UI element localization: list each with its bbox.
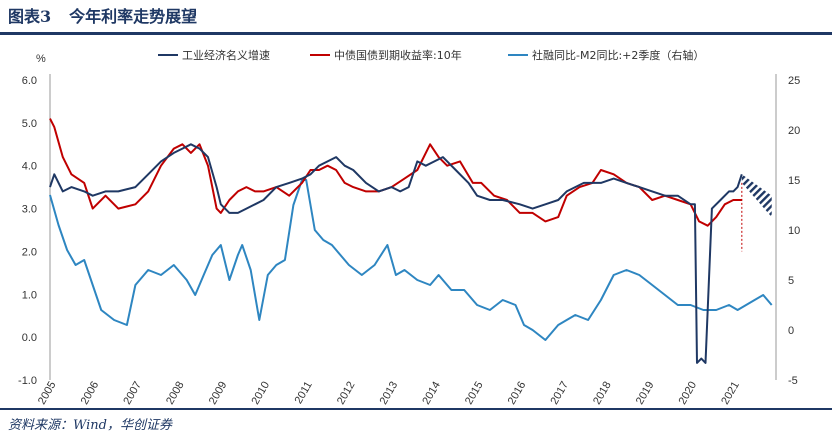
- x-tick-label: 2012: [335, 380, 358, 406]
- y-right-tick-label: 10: [788, 225, 800, 237]
- forecast-band: [741, 174, 772, 218]
- figure-title-text: 今年利率走势展望: [69, 7, 198, 26]
- x-tick-label: 2008: [164, 380, 187, 406]
- source-rule: [0, 408, 832, 410]
- legend-label-1: 工业经济名义增速: [182, 48, 270, 62]
- x-tick-label: 2017: [548, 380, 571, 406]
- y-right-tick-label: -5: [788, 375, 798, 387]
- y-left-tick-label: 5.0: [22, 118, 37, 130]
- x-tick-label: 2018: [591, 380, 614, 406]
- y-right-tick-label: 5: [788, 275, 794, 287]
- x-tick-label: 2020: [677, 380, 700, 406]
- x-tick-label: 2016: [506, 380, 529, 406]
- source-note: 资料来源：Wind，华创证券: [8, 418, 172, 433]
- x-tick-label: 2019: [634, 380, 657, 406]
- y-left-tick-label: 0.0: [22, 332, 37, 344]
- series-line-3: [49, 179, 773, 341]
- y-right-tick-label: 15: [788, 175, 800, 187]
- y-right-tick-label: 25: [788, 75, 800, 87]
- y-right-tick-label: 0: [788, 325, 794, 337]
- x-tick-label: 2005: [36, 380, 59, 406]
- line-chart: % -1.0 0.0 1.0 2.0 3.0 4.0 5.0 6.0 -5 0 5 10 15 20 25 20…: [18, 48, 800, 406]
- title-rule: [0, 32, 832, 35]
- x-tick-label: 2011: [293, 380, 315, 406]
- y-left-tick-label: -1.0: [18, 375, 37, 387]
- y-left-tick-label: 3.0: [22, 204, 37, 216]
- legend-label-2: 中债国债到期收益率:10年: [334, 48, 462, 62]
- x-tick-label: 2014: [420, 380, 443, 406]
- x-tick-label: 2021: [719, 380, 742, 406]
- y-left-unit: %: [36, 53, 46, 65]
- y-left-tick-label: 4.0: [22, 161, 37, 173]
- y-right-tick-label: 20: [788, 125, 800, 137]
- series-line-2: [49, 118, 742, 227]
- series-line-1: [49, 143, 743, 364]
- x-tick-label: 2013: [378, 380, 401, 406]
- figure-title: 图表3 今年利率走势展望: [8, 4, 197, 30]
- figure-number: 图表3: [8, 7, 52, 26]
- x-tick-label: 2010: [249, 380, 272, 406]
- x-tick-label: 2009: [207, 380, 230, 406]
- legend-label-3: 社融同比-M2同比:+2季度（右轴）: [532, 48, 704, 62]
- x-tick-label: 2006: [79, 380, 102, 406]
- x-tick-label: 2015: [463, 380, 486, 406]
- x-tick-label: 2007: [121, 380, 144, 406]
- y-left-tick-label: 6.0: [22, 75, 37, 87]
- y-left-tick-label: 2.0: [22, 246, 37, 258]
- y-left-tick-label: 1.0: [22, 289, 37, 301]
